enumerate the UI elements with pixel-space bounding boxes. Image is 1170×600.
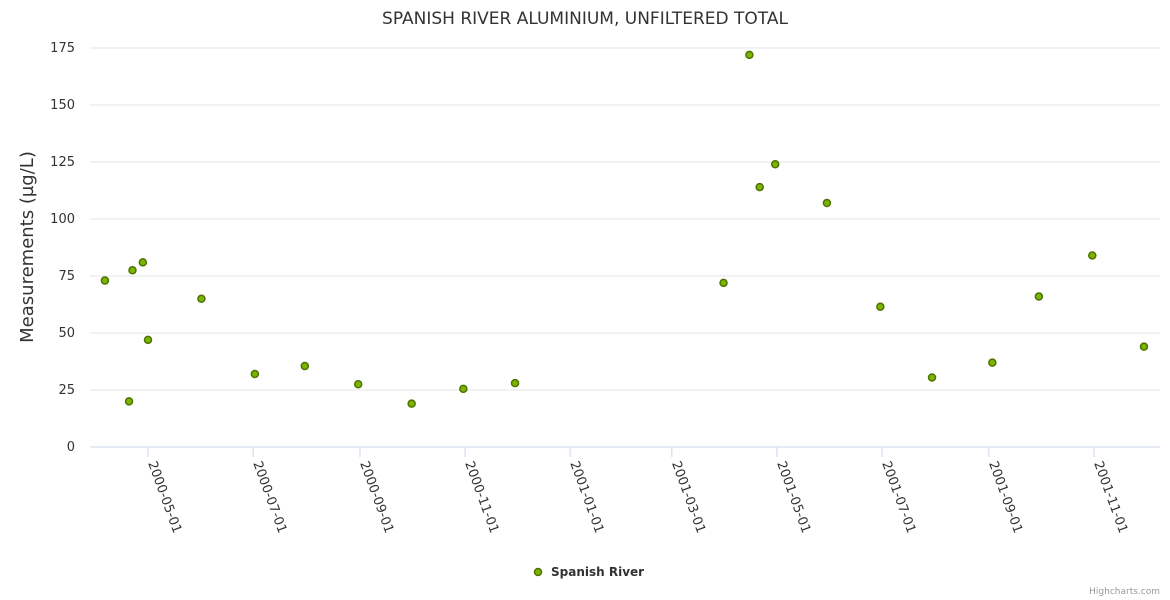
- x-tick-label: 2001-07-01: [878, 459, 918, 535]
- y-tick-label: 100: [50, 212, 75, 227]
- data-point[interactable]: [143, 335, 153, 345]
- data-point[interactable]: [822, 198, 832, 208]
- grid-lines: [90, 47, 1160, 448]
- data-point[interactable]: [745, 50, 754, 60]
- y-tick-label: 0: [67, 440, 75, 455]
- y-tick-label: 175: [50, 41, 75, 56]
- legend-label[interactable]: Spanish River: [551, 565, 644, 579]
- x-tick-label: 2001-05-01: [773, 459, 813, 535]
- data-point[interactable]: [510, 378, 520, 388]
- data-point[interactable]: [124, 397, 134, 406]
- x-tick-label: 2000-05-01: [144, 459, 184, 535]
- x-tick-label: 2001-11-01: [1090, 459, 1130, 535]
- y-tick-label: 25: [58, 383, 75, 398]
- legend-marker: [533, 567, 543, 577]
- y-tick-label: 75: [58, 269, 75, 284]
- data-point[interactable]: [128, 266, 137, 275]
- data-point[interactable]: [100, 276, 110, 285]
- data-point[interactable]: [770, 160, 780, 169]
- y-tick-label: 125: [50, 155, 75, 170]
- y-axis-ticks: 0 25 50 75 100 125 150 175: [50, 41, 75, 455]
- x-tick-label: 2001-03-01: [668, 459, 708, 535]
- data-point[interactable]: [1034, 292, 1044, 301]
- data-point[interactable]: [719, 278, 728, 288]
- data-point[interactable]: [300, 361, 310, 371]
- x-axis: 2000-05-01 2000-07-01 2000-09-01 2000-11-01…: [144, 447, 1130, 535]
- data-point[interactable]: [197, 294, 206, 304]
- data-point[interactable]: [927, 373, 937, 382]
- data-point[interactable]: [1088, 251, 1097, 260]
- y-tick-label: 150: [50, 98, 75, 113]
- x-tick-label: 2001-01-01: [566, 459, 606, 535]
- x-tick-label: 2000-11-01: [461, 459, 501, 535]
- x-tick-label: 2000-09-01: [356, 459, 396, 535]
- data-point[interactable]: [876, 302, 885, 312]
- credits-link[interactable]: Highcharts.com: [1089, 587, 1160, 597]
- data-point[interactable]: [353, 380, 363, 389]
- data-point[interactable]: [1139, 342, 1149, 351]
- data-point[interactable]: [755, 182, 764, 192]
- y-tick-label: 50: [58, 326, 75, 341]
- data-point[interactable]: [407, 399, 416, 408]
- data-point[interactable]: [988, 358, 997, 367]
- legend[interactable]: Spanish River: [533, 565, 645, 579]
- x-tick-label: 2000-07-01: [249, 459, 289, 535]
- y-axis-title: Measurements (µg/L): [17, 151, 38, 343]
- chart-title: SPANISH RIVER ALUMINIUM, UNFILTERED TOTA…: [382, 9, 788, 29]
- data-point[interactable]: [250, 369, 260, 379]
- data-point[interactable]: [138, 258, 148, 267]
- data-points: [100, 50, 1149, 408]
- data-point[interactable]: [459, 384, 468, 394]
- x-tick-label: 2001-09-01: [985, 459, 1025, 535]
